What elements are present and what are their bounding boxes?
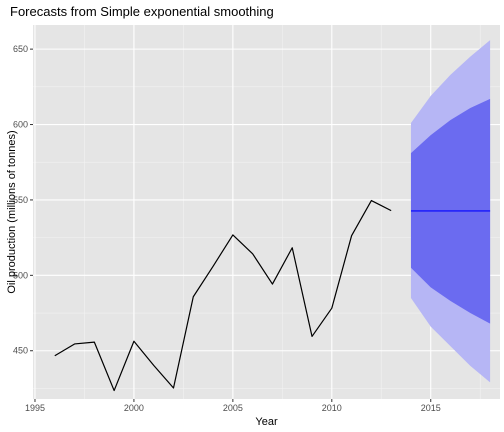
- y-axis: 450 500 550 600 650: [13, 44, 33, 356]
- x-tick-label: 2000: [124, 403, 144, 413]
- y-tick-label: 500: [13, 270, 28, 280]
- x-tick-label: 2015: [421, 403, 441, 413]
- series-lines: [54, 199, 491, 392]
- x-axis-title: Year: [255, 416, 278, 428]
- x-tick-label: 2005: [223, 403, 243, 413]
- x-tick-label: 2010: [322, 403, 342, 413]
- y-tick-label: 450: [13, 346, 28, 356]
- x-tick-label: 1995: [25, 403, 45, 413]
- chart-title: Forecasts from Simple exponential smooth…: [10, 4, 274, 19]
- y-tick-label: 600: [13, 120, 28, 130]
- historical-line: [54, 199, 392, 392]
- y-axis-title: Oil production (millions of tonnes): [6, 130, 18, 293]
- y-tick-label: 550: [13, 195, 28, 205]
- y-tick-label: 650: [13, 44, 28, 54]
- x-axis: 1995 2000 2005 2010 2015: [25, 399, 441, 413]
